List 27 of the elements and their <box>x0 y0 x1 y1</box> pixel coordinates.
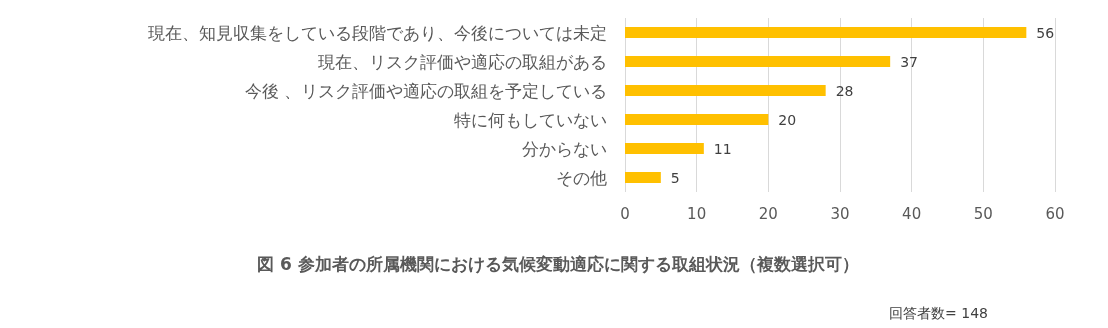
x-tick-label: 30 <box>830 204 850 223</box>
data-label: 5 <box>670 169 680 186</box>
y-tick-label: 現在、リスク評価や適応の取組がある <box>318 51 607 72</box>
x-tick-label: 0 <box>620 204 630 223</box>
x-tick-label: 20 <box>758 204 778 223</box>
data-label: 11 <box>713 140 732 157</box>
y-tick-label: その他 <box>556 167 607 188</box>
data-label: 37 <box>900 53 918 70</box>
text: 図 6 参加者の所属機関における気候変動適応に関する取組状況（複数選択可） <box>257 253 859 274</box>
y-tick-label: 現在、知見収集をしている段階であり、今後については未定 <box>148 22 607 43</box>
bar <box>625 114 769 125</box>
x-tick-label: 40 <box>902 204 922 223</box>
x-tick-label: 10 <box>687 204 707 223</box>
data-label: 20 <box>778 111 797 128</box>
bar <box>625 27 1027 38</box>
y-tick-label: 今後 、リスク評価や適応の取組を予定している <box>244 80 607 101</box>
bar <box>625 56 891 67</box>
data-label: 56 <box>1036 24 1055 41</box>
bar <box>625 143 704 154</box>
x-tick-label: 50 <box>973 204 993 223</box>
y-tick-label: 特に何もしていない <box>454 109 607 130</box>
x-tick-label: 60 <box>1045 204 1065 223</box>
text: 回答者数= 148 <box>889 305 988 321</box>
bar <box>625 172 661 183</box>
data-label: 28 <box>835 82 854 99</box>
bar <box>625 85 826 96</box>
y-tick-label: 分からない <box>522 138 607 159</box>
